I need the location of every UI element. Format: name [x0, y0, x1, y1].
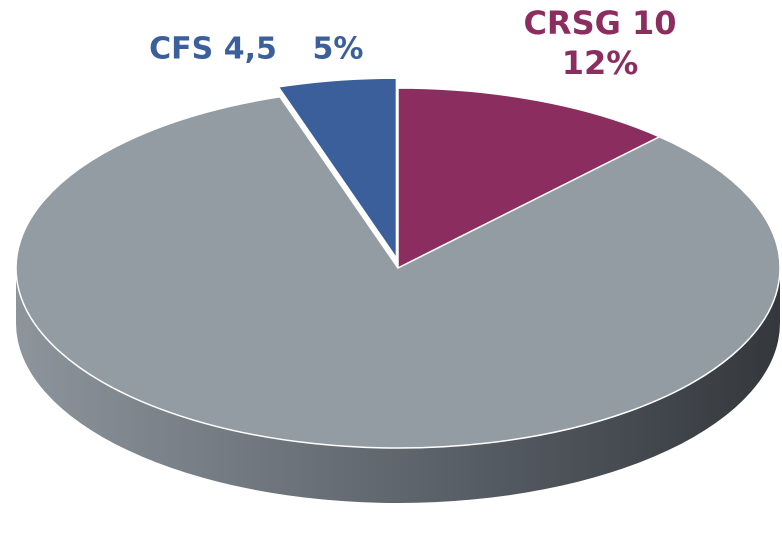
slice-value-label: 12%	[562, 44, 639, 82]
pie-side	[16, 268, 780, 503]
slice-label: CRSG 10	[523, 4, 676, 42]
pie-slice	[15, 95, 781, 449]
pie-slice	[397, 87, 662, 270]
pie-slice	[277, 77, 398, 261]
slice-label: CFS 4,5	[149, 32, 277, 67]
slice-value-label: 5%	[313, 32, 364, 67]
